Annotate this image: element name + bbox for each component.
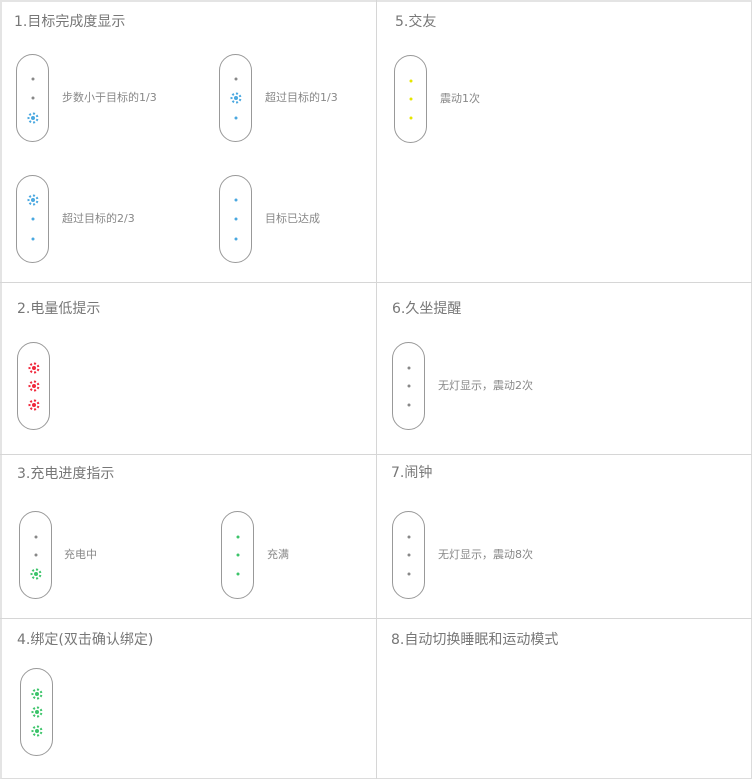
row-divider xyxy=(0,282,752,283)
led-icon xyxy=(409,116,412,120)
led-icon xyxy=(409,79,412,83)
section-title: 6.久坐提醒 xyxy=(392,301,462,317)
led-glow-icon xyxy=(31,725,42,737)
band-indicator xyxy=(392,342,425,430)
indicator-description: 超过目标的1/3 xyxy=(265,91,338,104)
indicator-description: 无灯显示，震动8次 xyxy=(438,548,533,561)
section-title: 3.充电进度指示 xyxy=(17,466,115,482)
indicator-description: 目标已达成 xyxy=(265,212,320,225)
led-icon xyxy=(236,553,239,557)
led-icon xyxy=(31,237,34,241)
row-divider xyxy=(0,618,752,619)
section-title: 8.自动切换睡眠和运动模式 xyxy=(391,632,559,648)
indicator-description: 无灯显示，震动2次 xyxy=(438,379,533,392)
led-glow-icon xyxy=(31,688,42,700)
led-icon xyxy=(236,535,239,539)
band-indicator xyxy=(20,668,53,756)
led-icon xyxy=(234,217,237,221)
band-indicator xyxy=(16,175,49,263)
led-glow-icon xyxy=(27,112,38,124)
led-icon xyxy=(407,366,410,370)
led-icon xyxy=(407,535,410,539)
indicator-description: 超过目标的2/3 xyxy=(62,212,135,225)
led-icon xyxy=(234,116,237,120)
band-indicator xyxy=(392,511,425,599)
indicator-description: 充电中 xyxy=(64,548,97,561)
band-indicator xyxy=(19,511,52,599)
led-icon xyxy=(31,77,34,81)
led-glow-icon xyxy=(27,194,38,206)
led-icon xyxy=(407,572,410,576)
section-title: 2.电量低提示 xyxy=(17,301,101,317)
band-indicator xyxy=(221,511,254,599)
indicator-description: 步数小于目标的1/3 xyxy=(62,91,157,104)
band-indicator xyxy=(16,54,49,142)
led-icon xyxy=(407,384,410,388)
section-title: 5.交友 xyxy=(395,14,437,30)
led-glow-icon xyxy=(230,92,241,104)
led-glow-icon xyxy=(31,706,42,718)
indicator-description: 震动1次 xyxy=(440,92,480,105)
led-icon xyxy=(236,572,239,576)
led-icon xyxy=(407,553,410,557)
led-icon xyxy=(34,553,37,557)
band-indicator xyxy=(17,342,50,430)
led-icon xyxy=(31,217,34,221)
led-glow-icon xyxy=(28,399,39,411)
section-title: 7.闹钟 xyxy=(391,465,433,481)
led-icon xyxy=(234,237,237,241)
led-icon xyxy=(34,535,37,539)
band-indicator xyxy=(394,55,427,143)
column-divider xyxy=(376,0,377,779)
band-indicator xyxy=(219,175,252,263)
section-title: 1.目标完成度显示 xyxy=(14,14,126,30)
band-indicator xyxy=(219,54,252,142)
led-icon xyxy=(234,77,237,81)
led-glow-icon xyxy=(30,568,41,580)
led-icon xyxy=(234,198,237,202)
led-icon xyxy=(31,96,34,100)
section-title: 4.绑定(双击确认绑定) xyxy=(17,632,154,648)
row-divider xyxy=(0,454,752,455)
led-icon xyxy=(409,97,412,101)
indicator-description: 充满 xyxy=(267,548,289,561)
led-icon xyxy=(407,403,410,407)
led-glow-icon xyxy=(28,380,39,392)
led-glow-icon xyxy=(28,362,39,374)
